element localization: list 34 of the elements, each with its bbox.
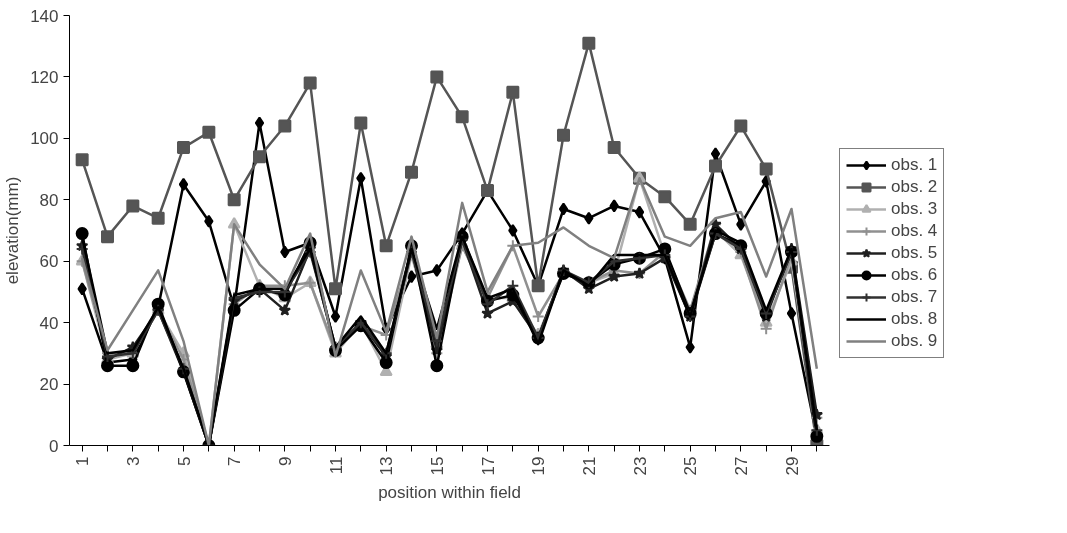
x-tick-label: 21	[579, 456, 599, 476]
x-axis-title: position within field	[378, 483, 521, 503]
x-tick-label: 23	[630, 456, 650, 476]
y-tick-label: 80	[39, 190, 59, 210]
x-tick-label: 3	[123, 456, 143, 466]
x-tick-label: 5	[174, 456, 194, 466]
x-tick-label: 1	[73, 456, 93, 466]
legend-label: obs. 9	[891, 330, 938, 351]
y-tick-label: 120	[30, 67, 59, 87]
y-tick-label: 60	[39, 252, 59, 272]
legend-label: obs. 4	[891, 220, 938, 241]
y-axis-title: elevation(mm)	[3, 176, 23, 285]
legend-label: obs. 6	[891, 264, 938, 285]
legend-label: obs. 5	[891, 242, 938, 263]
x-tick-label: 17	[478, 456, 498, 476]
legend-label: obs. 3	[891, 198, 938, 219]
legend-label: obs. 2	[891, 176, 938, 197]
x-tick-label: 19	[529, 456, 549, 476]
legend-label: obs. 8	[891, 308, 938, 329]
x-tick-label: 13	[377, 456, 397, 476]
x-tick-label: 25	[681, 456, 701, 476]
x-tick-label: 11	[326, 456, 346, 475]
legend-label: obs. 1	[891, 154, 938, 175]
y-tick-label: 140	[30, 6, 59, 26]
y-tick-label: 100	[30, 129, 59, 149]
x-tick-label: 9	[275, 456, 295, 466]
x-tick-label: 15	[427, 456, 447, 476]
x-tick-label: 29	[782, 456, 802, 476]
y-tick-label: 20	[39, 375, 59, 395]
y-tick-label: 40	[39, 313, 59, 333]
y-tick-label: 0	[49, 436, 59, 456]
x-tick-label: 27	[731, 456, 751, 476]
x-tick-label: 7	[225, 456, 245, 466]
legend-label: obs. 7	[891, 286, 938, 307]
